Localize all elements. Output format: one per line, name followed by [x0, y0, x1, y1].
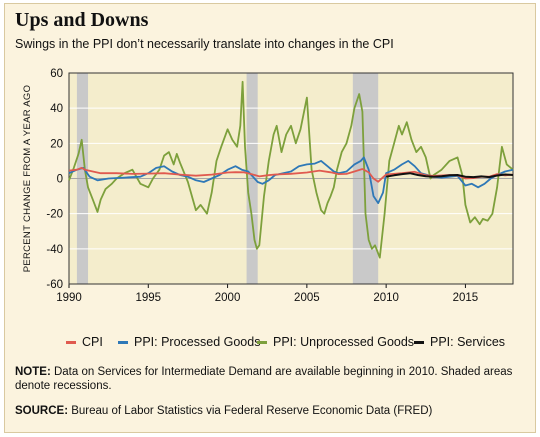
legend-swatch-services — [414, 340, 424, 344]
y-tick-label-2: 20 — [50, 138, 63, 150]
legend-swatch-processed-goods — [118, 340, 128, 344]
note-text: Data on Services for Intermediate Demand… — [15, 366, 513, 392]
y-axis-label: PERCENT CHANGE FROM A YEAR AGO — [22, 85, 33, 273]
legend-label-unprocessed-goods: PPI: Unprocessed Goods — [273, 335, 415, 349]
chart-title: Ups and Downs — [15, 9, 149, 31]
chart-subtitle: Swings in the PPI don’t necessarily tran… — [15, 37, 394, 51]
note: NOTE: Data on Services for Intermediate … — [15, 365, 520, 393]
source: SOURCE: Bureau of Labor Statistics via F… — [15, 405, 520, 417]
series-line-ppi-services — [385, 172, 514, 179]
x-tick-label-3: 2005 — [294, 292, 320, 304]
y-tick-label-5: -40 — [46, 244, 63, 256]
x-tick-label-2: 2000 — [215, 292, 241, 304]
legend: CPI PPI: Processed Goods PPI: Unprocesse… — [0, 335, 540, 351]
legend-item-cpi: CPI — [66, 335, 103, 349]
x-tick-label-1: 1995 — [135, 292, 161, 304]
legend-label-cpi: CPI — [82, 335, 103, 349]
source-text: Bureau of Labor Statistics via Federal R… — [71, 405, 433, 417]
y-tick-label-6: -60 — [46, 279, 63, 291]
legend-item-processed-goods: PPI: Processed Goods — [118, 335, 260, 349]
legend-swatch-cpi — [66, 340, 76, 344]
legend-label-services: PPI: Services — [430, 335, 506, 349]
legend-label-processed-goods: PPI: Processed Goods — [134, 335, 261, 349]
x-tick-label-0: 1990 — [56, 292, 82, 304]
legend-swatch-unprocessed-goods — [257, 340, 267, 344]
x-tick-label-5: 2015 — [453, 292, 479, 304]
y-tick-label-0: 60 — [50, 68, 63, 80]
series-line-ppi-unprocessed-goods — [68, 80, 514, 259]
y-tick-label-1: 40 — [50, 103, 63, 115]
y-tick-label-4: -20 — [46, 209, 63, 221]
legend-item-services: PPI: Services — [414, 335, 505, 349]
x-tick-label-4: 2010 — [373, 292, 399, 304]
note-label: NOTE: — [15, 366, 51, 378]
y-tick-label-3: 0 — [57, 174, 63, 186]
legend-item-unprocessed-goods: PPI: Unprocessed Goods — [257, 335, 414, 349]
source-label: SOURCE: — [15, 405, 69, 417]
